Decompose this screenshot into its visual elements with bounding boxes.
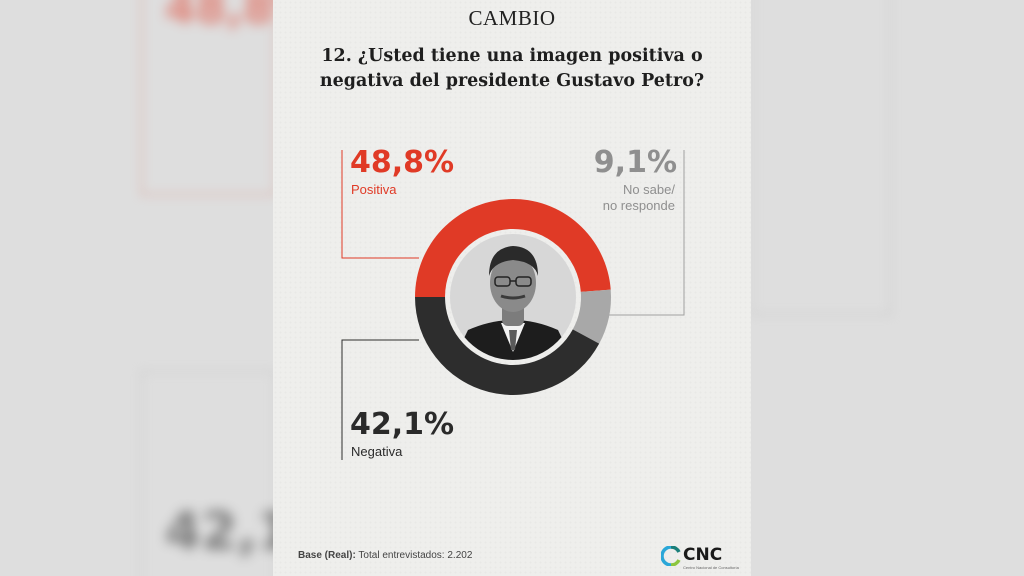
cnc-logo-icon xyxy=(661,546,681,566)
nsnr-label-line-1: No sabe/ xyxy=(622,182,675,197)
question-title: 12. ¿Usted tiene una imagen positiva o n… xyxy=(313,44,711,94)
background-left-panel: 48,8% 42,1% xyxy=(0,0,273,576)
background-ghost-value: 42,1% xyxy=(165,502,273,562)
background-ghost-frame xyxy=(140,370,273,576)
negative-connector-line xyxy=(341,339,419,460)
negative-value: 42,1% xyxy=(350,407,455,442)
cnc-logo-text: CNC xyxy=(683,545,723,565)
base-text: Total entrevistados: 2.202 xyxy=(358,550,473,561)
slice-positiva xyxy=(415,199,611,297)
slice-negativa xyxy=(415,297,600,396)
nsnr-label-line-2: no responde xyxy=(602,198,675,213)
nsnr-label: No sabe/ no responde xyxy=(573,182,675,214)
base-label: Base (Real): xyxy=(298,550,356,561)
donut-chart xyxy=(341,150,685,460)
slice-no-sabe xyxy=(572,289,611,344)
question-line-2: negativa del presidente Gustavo Petro? xyxy=(319,71,705,91)
negative-label: Negativa xyxy=(351,444,403,459)
background-ghost-value: 48,8% xyxy=(165,0,273,34)
positive-connector-line xyxy=(341,150,419,259)
positive-label: Positiva xyxy=(351,182,397,197)
cnc-logo-subtitle: Centro Nacional de Consultoría xyxy=(683,565,739,570)
nsnr-connector-line xyxy=(608,150,685,316)
brand-logo: CAMBIO xyxy=(468,6,556,30)
cnc-logo: CNC Centro Nacional de Consultoría xyxy=(661,543,739,573)
infographic-card: CAMBIO 12. ¿Usted tiene una imagen posit… xyxy=(273,0,751,576)
positive-value: 48,8% xyxy=(350,145,455,180)
donut-slices xyxy=(415,199,611,396)
portrait-image xyxy=(450,234,576,360)
nsnr-value: 9,1% xyxy=(593,145,677,180)
base-footnote: Base (Real): Total entrevistados: 2.202 xyxy=(298,550,472,561)
background-ghost-frame xyxy=(140,0,273,196)
background-right-panel xyxy=(751,0,1024,576)
background-ghost-frame xyxy=(751,0,892,316)
question-line-1: 12. ¿Usted tiene una imagen positiva o xyxy=(321,46,703,66)
